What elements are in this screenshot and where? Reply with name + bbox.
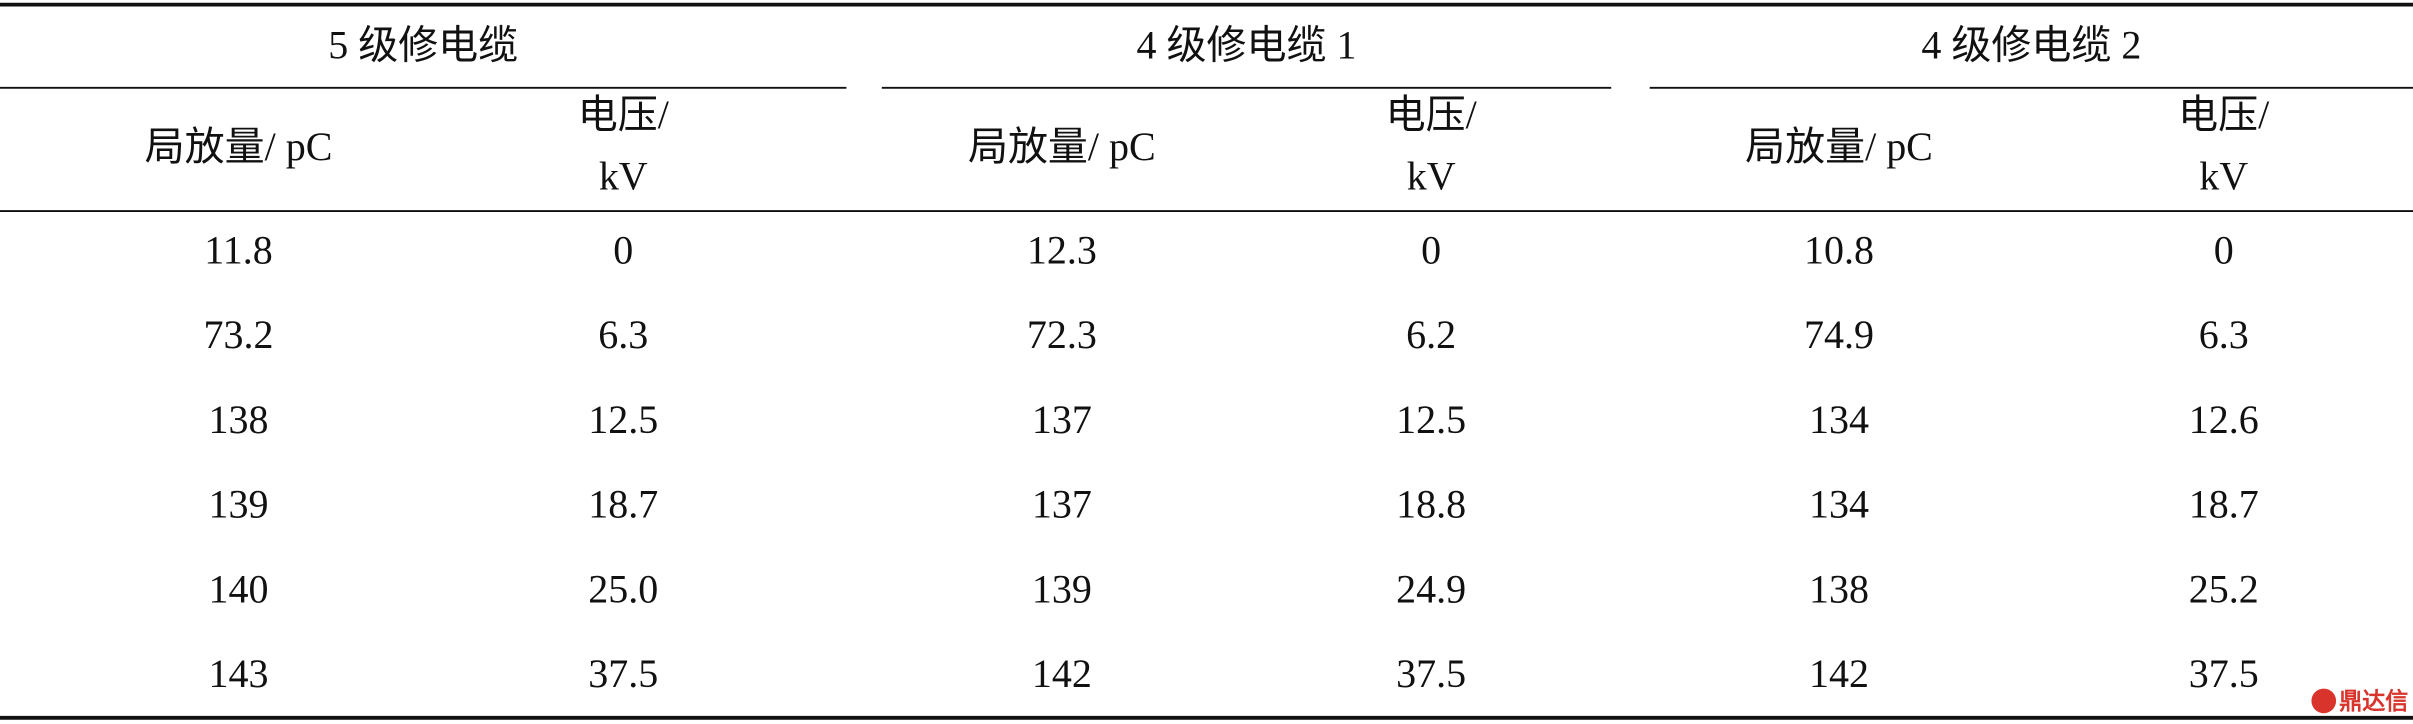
cell: 18.7 xyxy=(2189,482,2259,527)
column-header: 电压/ xyxy=(1386,92,1478,137)
column-header: kV xyxy=(1407,153,1456,198)
cell: 12.5 xyxy=(1396,397,1466,442)
cell: 0 xyxy=(2214,227,2234,272)
cell: 6.3 xyxy=(598,312,648,357)
cell: 138 xyxy=(1809,566,1869,611)
cell: 25.2 xyxy=(2189,566,2259,611)
column-header: 局放量/ pC xyxy=(145,124,333,169)
cell: 142 xyxy=(1809,651,1869,696)
cell: 139 xyxy=(1032,566,1092,611)
watermark: 鼎达信 xyxy=(2339,688,2408,715)
cell: 10.8 xyxy=(1804,227,1874,272)
column-header: 电压/ xyxy=(2178,92,2270,137)
cell: 139 xyxy=(209,482,269,527)
cell: 24.9 xyxy=(1396,566,1466,611)
cell: 12.3 xyxy=(1027,227,1097,272)
watermark-logo: 鼎达信 xyxy=(2311,688,2408,715)
cell: 6.3 xyxy=(2199,312,2249,357)
cell: 74.9 xyxy=(1804,312,1874,357)
column-header: 局放量/ pC xyxy=(1745,124,1933,169)
column-header: 局放量/ pC xyxy=(968,124,1156,169)
cell: 18.7 xyxy=(588,482,658,527)
group-title: 4 级修电缆 1 xyxy=(1137,22,1357,67)
cell: 6.2 xyxy=(1406,312,1456,357)
cell: 143 xyxy=(209,651,269,696)
cell: 138 xyxy=(209,397,269,442)
cell: 12.5 xyxy=(588,397,658,442)
column-header: kV xyxy=(599,153,648,198)
cell: 134 xyxy=(1809,397,1869,442)
cell: 12.6 xyxy=(2189,397,2259,442)
cell: 72.3 xyxy=(1027,312,1097,357)
cell: 11.8 xyxy=(204,227,273,272)
cell: 0 xyxy=(613,227,633,272)
cell: 25.0 xyxy=(588,566,658,611)
cell: 142 xyxy=(1032,651,1092,696)
cell: 0 xyxy=(1421,227,1441,272)
cell: 37.5 xyxy=(1396,651,1466,696)
group-title: 5 级修电缆 xyxy=(328,22,518,67)
cell: 137 xyxy=(1032,482,1092,527)
cell: 18.8 xyxy=(1396,482,1466,527)
cell: 37.5 xyxy=(2189,651,2259,696)
group-title: 4 级修电缆 2 xyxy=(1921,22,2141,67)
column-header: kV xyxy=(2199,153,2248,198)
cell: 37.5 xyxy=(588,651,658,696)
cell: 73.2 xyxy=(204,312,274,357)
cell: 140 xyxy=(209,566,269,611)
cell: 134 xyxy=(1809,482,1869,527)
column-header: 电压/ xyxy=(578,92,670,137)
cell: 137 xyxy=(1032,397,1092,442)
